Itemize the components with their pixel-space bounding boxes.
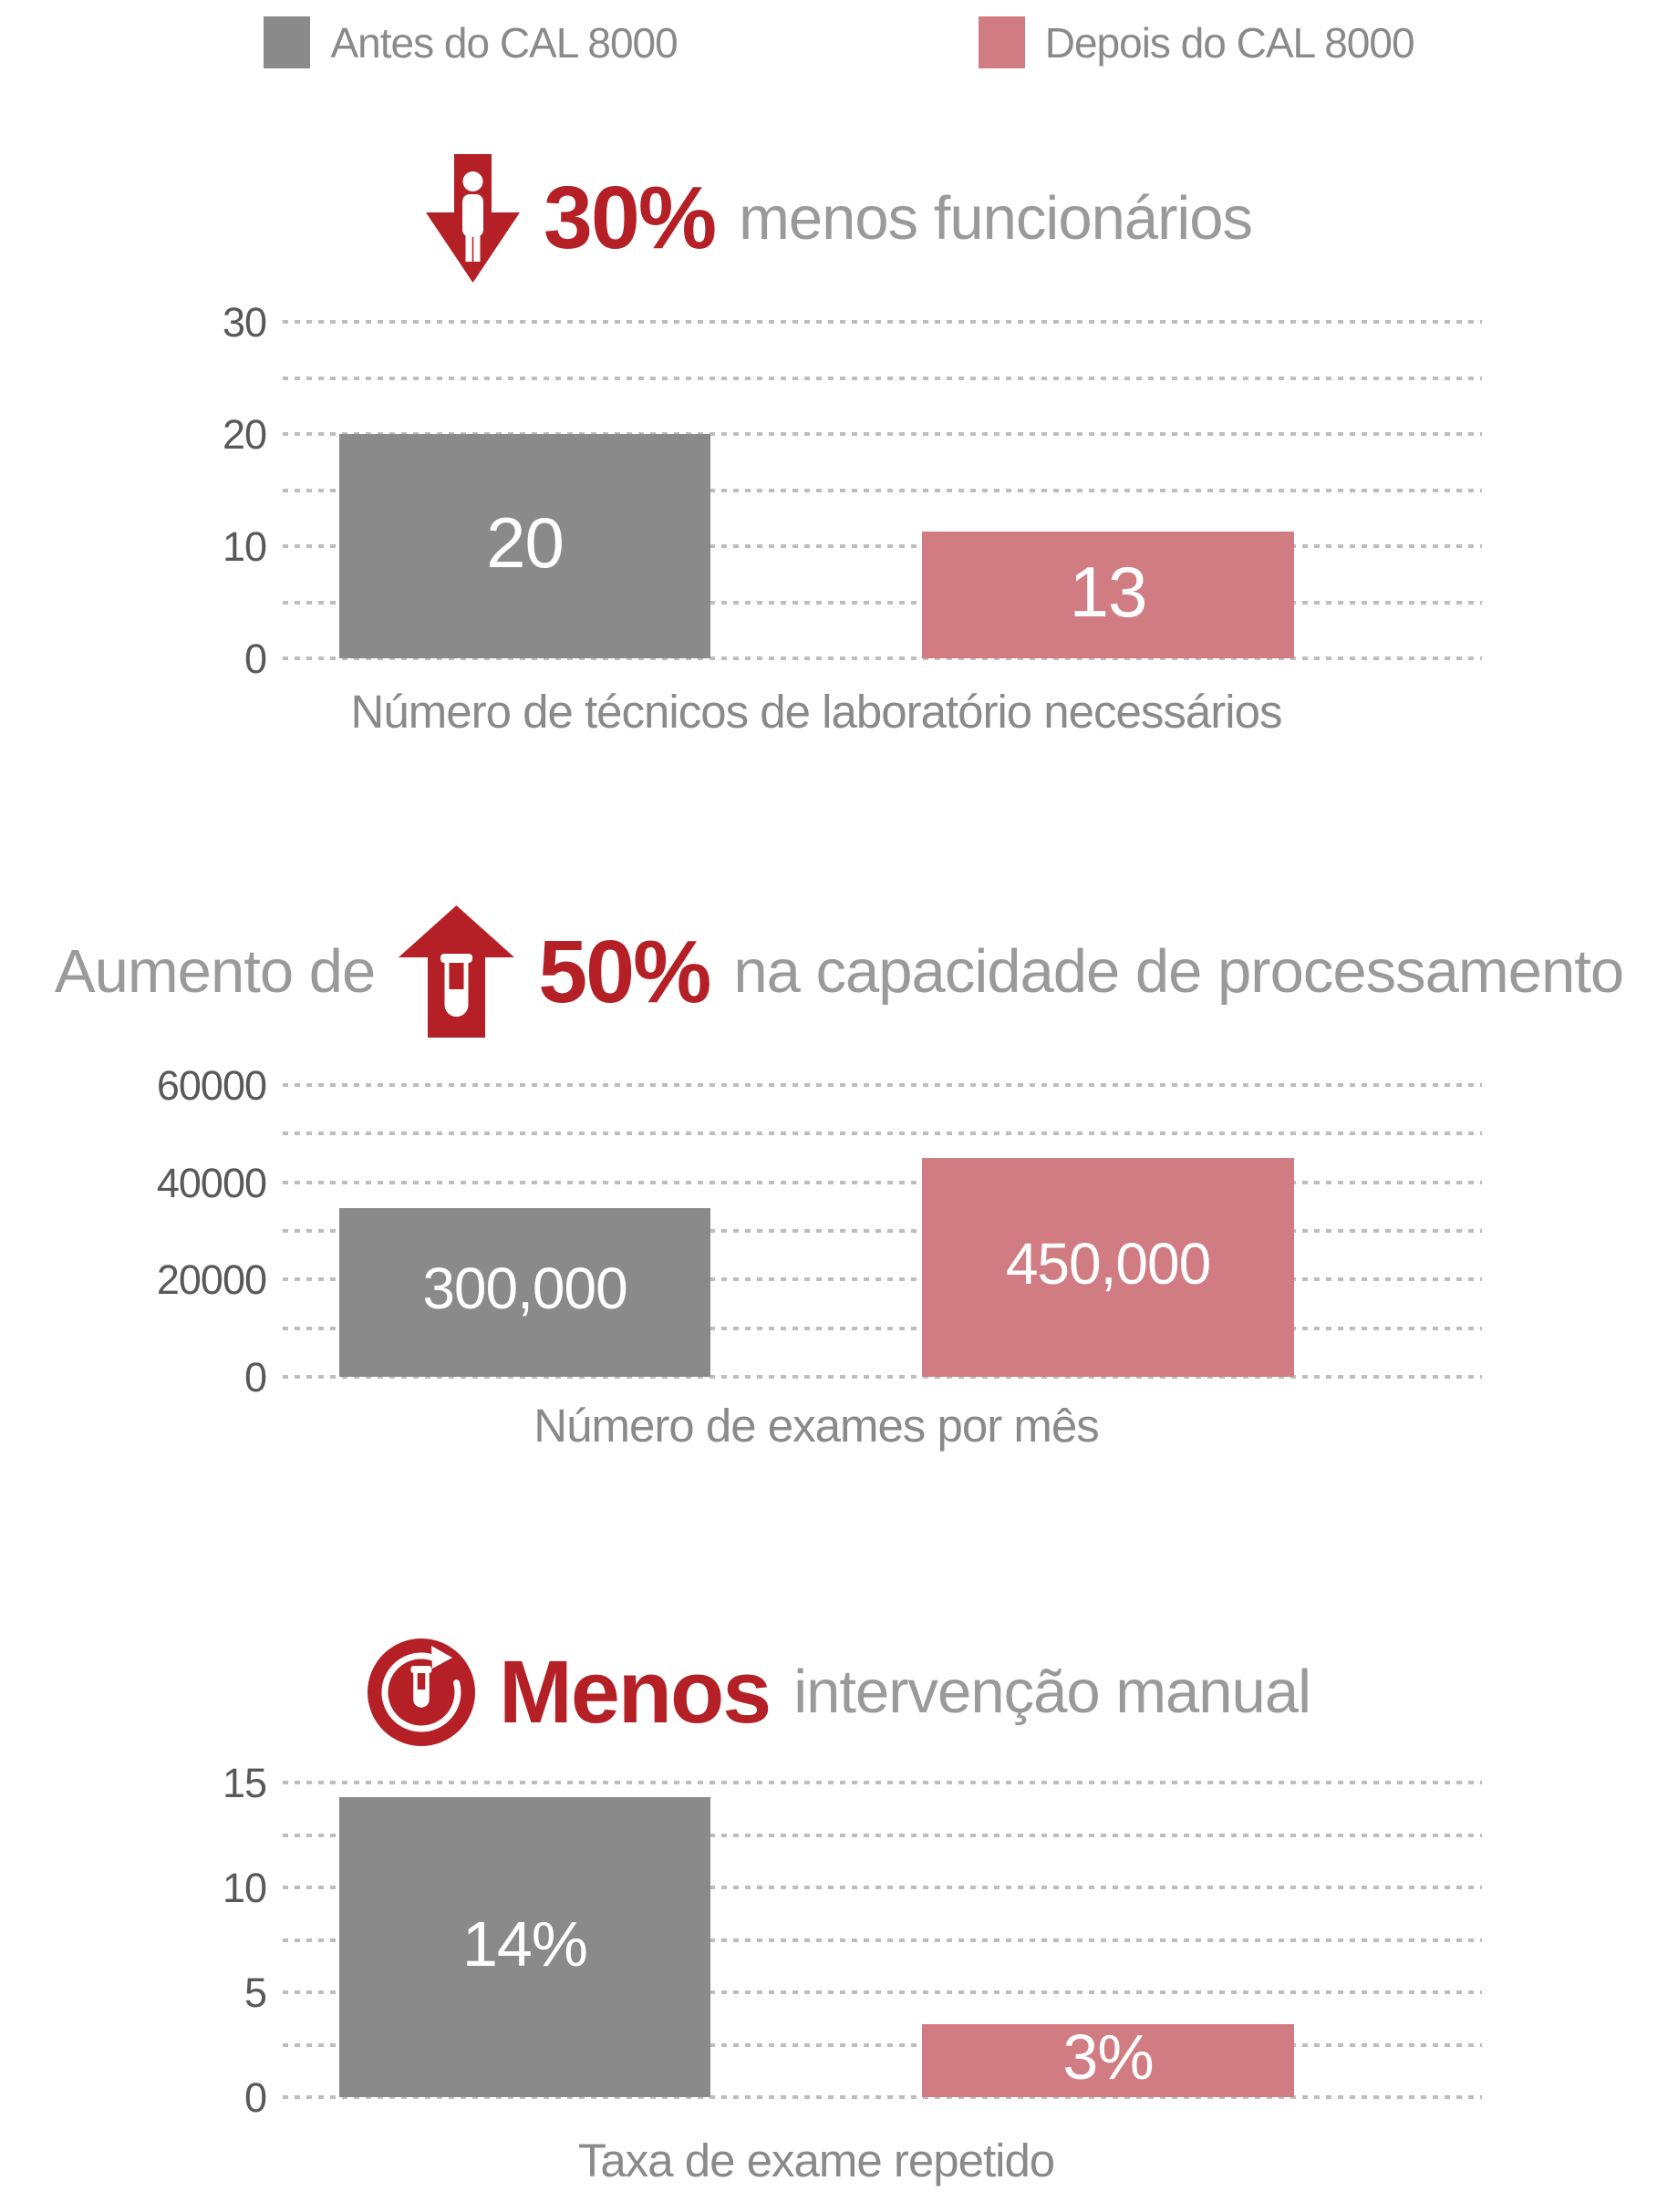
bar-value-label: 13 bbox=[1069, 551, 1148, 632]
bar-value-label: 3% bbox=[1062, 2021, 1154, 2093]
minor-gridline bbox=[283, 2042, 1482, 2047]
x-axis-caption: Número de exames por mês bbox=[533, 1400, 1099, 1452]
x-axis-caption: Número de técnicos de laboratório necess… bbox=[350, 686, 1283, 738]
section-3-heading: Menos intervenção manual bbox=[0, 1630, 1678, 1753]
major-gridline bbox=[283, 1180, 1482, 1184]
testtube-refresh-icon bbox=[368, 1638, 476, 1746]
bar-value-label: 14% bbox=[461, 1907, 588, 1979]
major-gridline bbox=[283, 2095, 1482, 2099]
y-axis-tick-label: 20000 bbox=[156, 1256, 267, 1304]
major-gridline bbox=[283, 320, 1482, 324]
minor-gridline bbox=[283, 488, 1482, 492]
heading-2-stat: 50% bbox=[538, 921, 711, 1021]
minor-gridline bbox=[283, 1132, 1482, 1136]
section-1-heading: 30% menos funcionários bbox=[0, 144, 1678, 292]
bar-antes bbox=[339, 1207, 710, 1377]
y-axis-tick-label: 15 bbox=[222, 1760, 267, 1806]
heading-3-text: intervenção manual bbox=[793, 1658, 1311, 1726]
y-axis-tick-label: 60000 bbox=[156, 1062, 267, 1109]
bar-depois bbox=[922, 532, 1294, 658]
y-axis-tick-label: 20 bbox=[222, 411, 267, 458]
bar-antes bbox=[339, 434, 710, 658]
minor-gridline bbox=[283, 1833, 1482, 1837]
legend-item-depois: Depois do CAL 8000 bbox=[978, 16, 1415, 68]
y-axis-tick-label: 0 bbox=[243, 1354, 267, 1401]
major-gridline bbox=[283, 432, 1482, 436]
bar-antes bbox=[339, 1797, 710, 2097]
y-axis-tick-label: 30 bbox=[222, 299, 267, 346]
legend-label-antes: Antes do CAL 8000 bbox=[330, 18, 678, 67]
bar-depois bbox=[922, 1158, 1294, 1377]
bar-value-label: 20 bbox=[486, 502, 565, 583]
y-axis-tick-label: 0 bbox=[243, 636, 267, 682]
minor-gridline bbox=[283, 1229, 1482, 1233]
major-gridline bbox=[283, 656, 1482, 660]
y-axis-tick-label: 5 bbox=[243, 1969, 267, 2016]
bar-value-label: 450,000 bbox=[1005, 1231, 1211, 1297]
legend-swatch-depois bbox=[978, 16, 1025, 68]
major-gridline bbox=[283, 1990, 1482, 1994]
y-axis-tick-label: 10 bbox=[222, 1865, 267, 1911]
heading-2-text: na capacidade de processamento bbox=[733, 937, 1624, 1006]
major-gridline bbox=[283, 1277, 1482, 1282]
legend-item-antes: Antes do CAL 8000 bbox=[264, 16, 678, 68]
major-gridline bbox=[283, 544, 1482, 548]
legend-label-depois: Depois do CAL 8000 bbox=[1044, 18, 1415, 67]
minor-gridline bbox=[283, 1938, 1482, 1942]
y-axis-tick-label: 0 bbox=[243, 2074, 267, 2121]
major-gridline bbox=[283, 1375, 1482, 1379]
minor-gridline bbox=[283, 600, 1482, 605]
minor-gridline bbox=[283, 376, 1482, 380]
person-down-arrow-icon bbox=[425, 153, 520, 283]
x-axis-caption: Taxa de exame repetido bbox=[577, 2134, 1055, 2186]
bar-value-label: 300,000 bbox=[422, 1256, 627, 1322]
heading-1-stat: 30% bbox=[543, 168, 717, 267]
major-gridline bbox=[283, 1781, 1482, 1784]
heading-2-prefix: Aumento de bbox=[54, 937, 376, 1006]
heading-1-text: menos funcionários bbox=[739, 183, 1253, 253]
testtube-up-arrow-icon bbox=[399, 905, 515, 1038]
y-axis-tick-label: 40000 bbox=[156, 1159, 267, 1206]
legend-swatch-antes bbox=[264, 16, 311, 68]
major-gridline bbox=[283, 1886, 1482, 1889]
major-gridline bbox=[283, 1083, 1482, 1087]
section-2-heading: Aumento de 50% na capacidade de processa… bbox=[0, 896, 1678, 1047]
heading-3-stat: Menos bbox=[499, 1641, 772, 1742]
bar-depois bbox=[922, 2023, 1294, 2097]
legend: Antes do CAL 8000 Depois do CAL 8000 bbox=[0, 16, 1678, 68]
minor-gridline bbox=[283, 1326, 1482, 1330]
y-axis-tick-label: 10 bbox=[222, 523, 267, 570]
